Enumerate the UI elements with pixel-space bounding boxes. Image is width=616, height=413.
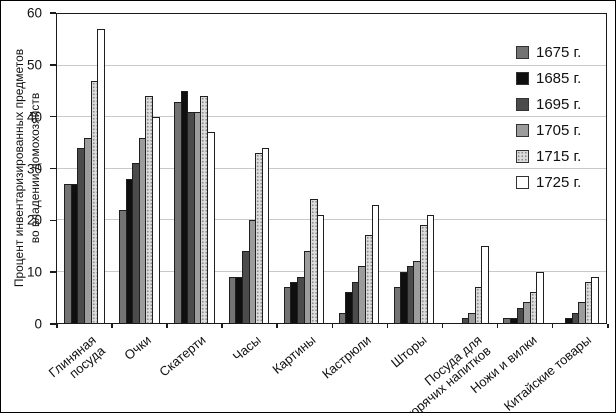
x-axis-labels: Глиняная посуда Очки Скатерти Часы Картины Ка… [45, 326, 607, 412]
bars-layer [57, 14, 606, 323]
x-tick-mark [441, 324, 444, 328]
legend-label: 1715 г. [536, 147, 582, 165]
y-tick-mark [50, 115, 56, 118]
legend-item: 1675 г. [516, 39, 581, 65]
bar [152, 117, 160, 323]
y-tick-mark [50, 219, 56, 222]
x-axis-label: Часы [229, 332, 264, 365]
x-tick-mark [331, 324, 333, 328]
legend-label: 1705 г. [536, 121, 582, 139]
x-axis-label: Скатерти [156, 332, 209, 380]
bar [206, 132, 215, 323]
x-tick-mark [221, 324, 223, 328]
x-tick-mark [56, 324, 58, 328]
legend-label: 1685 г. [536, 69, 582, 87]
x-axis-label: Очки [121, 332, 154, 363]
bar-group [277, 14, 332, 323]
bar-group [441, 14, 496, 323]
x-tick-mark [496, 324, 499, 328]
legend-item: 1705 г. [516, 117, 581, 143]
legend-item: 1685 г. [516, 65, 581, 91]
legend-swatch [516, 175, 529, 189]
gridline [57, 167, 606, 169]
bar [97, 29, 105, 323]
bar-group [551, 14, 606, 323]
y-tick-label: 40 [26, 108, 42, 124]
x-tick-mark [607, 324, 609, 328]
y-axis-tick-labels: 0 10 20 30 40 50 60 [1, 6, 51, 330]
x-axis-label: Глиняная посуда [45, 332, 108, 382]
x-tick-mark [276, 324, 278, 328]
legend-swatch [516, 71, 529, 85]
bar-group [222, 14, 277, 323]
bar-group [496, 14, 551, 323]
y-tick-label: 0 [34, 316, 42, 332]
legend: 1675 г. 1685 г. 1695 г. 1705 г. 1715 г. 1725 … [516, 39, 581, 195]
y-tick-label: 50 [26, 57, 42, 73]
x-tick-mark [386, 324, 389, 328]
x-axis-label: Шторы [387, 332, 430, 371]
y-tick-mark [50, 12, 56, 14]
bar-group [386, 14, 441, 323]
y-tick-label: 30 [26, 160, 42, 176]
bar-group [57, 14, 112, 323]
y-tick-mark [50, 64, 56, 66]
legend-item: 1725 г. [516, 169, 581, 195]
legend-swatch [516, 123, 529, 137]
gridline [57, 64, 606, 66]
x-tick-mark [111, 324, 113, 328]
legend-label: 1695 г. [536, 95, 582, 113]
bar [316, 214, 325, 323]
bar-group [167, 14, 222, 323]
y-tick-label: 20 [26, 212, 42, 228]
gridline [57, 116, 606, 117]
bar [426, 214, 435, 323]
bar [261, 147, 270, 323]
bar-group [112, 14, 167, 323]
gridline [57, 219, 606, 220]
bar [536, 271, 544, 323]
legend-swatch [516, 45, 529, 59]
y-tick-mark [50, 167, 56, 170]
legend-label: 1675 г. [536, 43, 582, 61]
y-tick-label: 60 [26, 5, 42, 21]
plot-area [56, 13, 607, 324]
bar-group [332, 14, 387, 323]
bar [591, 276, 599, 323]
bar [481, 245, 490, 323]
x-axis-label: Кастрюли [319, 332, 375, 382]
x-axis-label: Картины [269, 332, 319, 377]
legend-item: 1715 г. [516, 143, 581, 169]
x-tick-mark [166, 324, 168, 328]
legend-swatch [516, 149, 529, 163]
bar [371, 204, 380, 323]
y-tick-label: 10 [26, 264, 42, 280]
y-tick-mark [50, 271, 56, 273]
y-tick-mark [50, 323, 56, 325]
legend-label: 1725 г. [536, 173, 582, 191]
x-tick-mark [551, 324, 554, 328]
legend-item: 1695 г. [516, 91, 581, 117]
gridline [57, 270, 606, 272]
legend-swatch [516, 97, 529, 111]
